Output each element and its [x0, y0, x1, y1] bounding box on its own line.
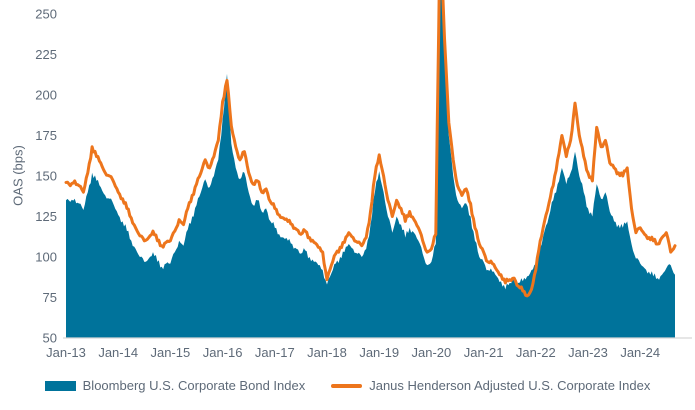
x-tick-label: Jan-15 [151, 345, 191, 360]
x-tick-label: Jan-21 [464, 345, 504, 360]
legend-area-swatch [44, 380, 76, 391]
y-tick-label: 200 [35, 88, 57, 103]
x-tick-label: Jan-19 [359, 345, 399, 360]
x-tick-label: Jan-24 [620, 345, 660, 360]
x-tick-label: Jan-22 [516, 345, 556, 360]
x-tick-label: Jan-17 [255, 345, 295, 360]
chart-legend: Bloomberg U.S. Corporate Bond Index Janu… [0, 378, 695, 393]
y-tick-label: 150 [35, 169, 57, 184]
legend-line-swatch [331, 383, 363, 388]
x-tick-label: Jan-23 [568, 345, 608, 360]
y-tick-label: 225 [35, 47, 57, 62]
legend-label-janus: Janus Henderson Adjusted U.S. Corporate … [369, 378, 651, 393]
x-tick-label: Jan-16 [203, 345, 243, 360]
y-tick-label: 50 [43, 331, 57, 346]
y-tick-label: 125 [35, 209, 57, 224]
x-tick-label: Jan-14 [98, 345, 138, 360]
y-tick-label: 250 [35, 7, 57, 22]
legend-label-bloomberg: Bloomberg U.S. Corporate Bond Index [82, 378, 306, 393]
series-line-janus [64, 0, 677, 298]
legend-item-bloomberg: Bloomberg U.S. Corporate Bond Index [44, 378, 306, 393]
x-tick-label: Jan-20 [412, 345, 452, 360]
y-tick-label: 75 [43, 290, 57, 305]
series-area-bloomberg [66, 0, 675, 338]
legend-item-janus: Janus Henderson Adjusted U.S. Corporate … [331, 378, 650, 393]
x-tick-label: Jan-13 [46, 345, 86, 360]
x-tick-label: Jan-18 [307, 345, 347, 360]
chart-plot-svg: 50 75 100 125 150 175 200 225 250 Jan-13 Jan-14 Jan… [35, 0, 692, 360]
y-tick-label: 175 [35, 128, 57, 143]
y-tick-label: 100 [35, 250, 57, 265]
